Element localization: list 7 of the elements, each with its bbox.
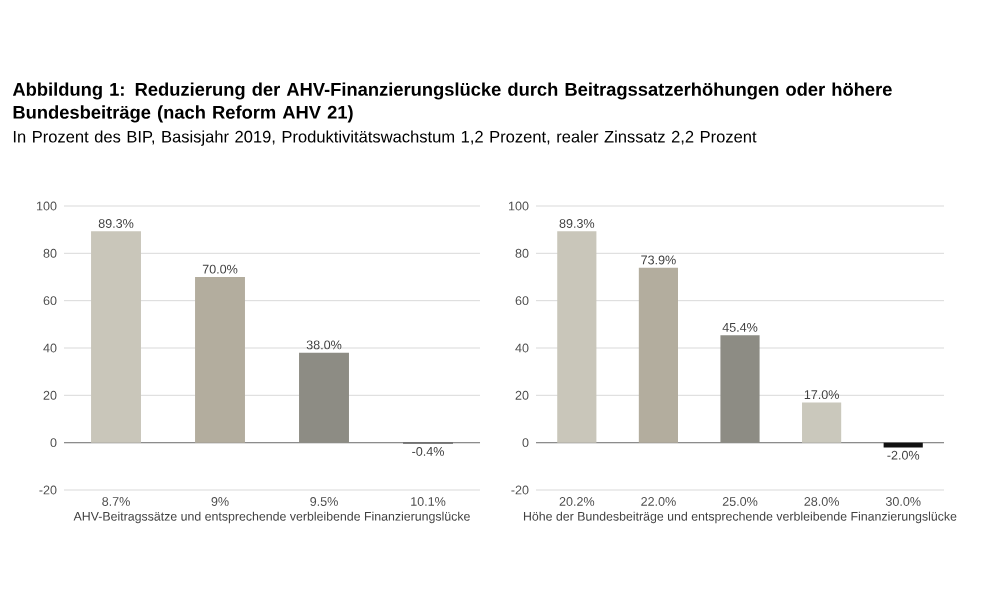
chart-title: Abbildung 1: Reduzierung der AHV-Finanzierungslücke durch Beitragssatzerhöhungen oder höhere Bundesbeiträge (nach Reform AHV 21) (12, 82, 892, 123)
bar (557, 231, 597, 443)
bar (638, 267, 678, 443)
bar (91, 231, 141, 443)
bar (195, 277, 245, 443)
bar (802, 402, 842, 443)
chart-subtitle: In Prozent des BIP, Basisjahr 2019, Produktivitätswachstum 1,2 Prozent, realer Zinssatz 2,2 Prozent (13, 130, 757, 146)
